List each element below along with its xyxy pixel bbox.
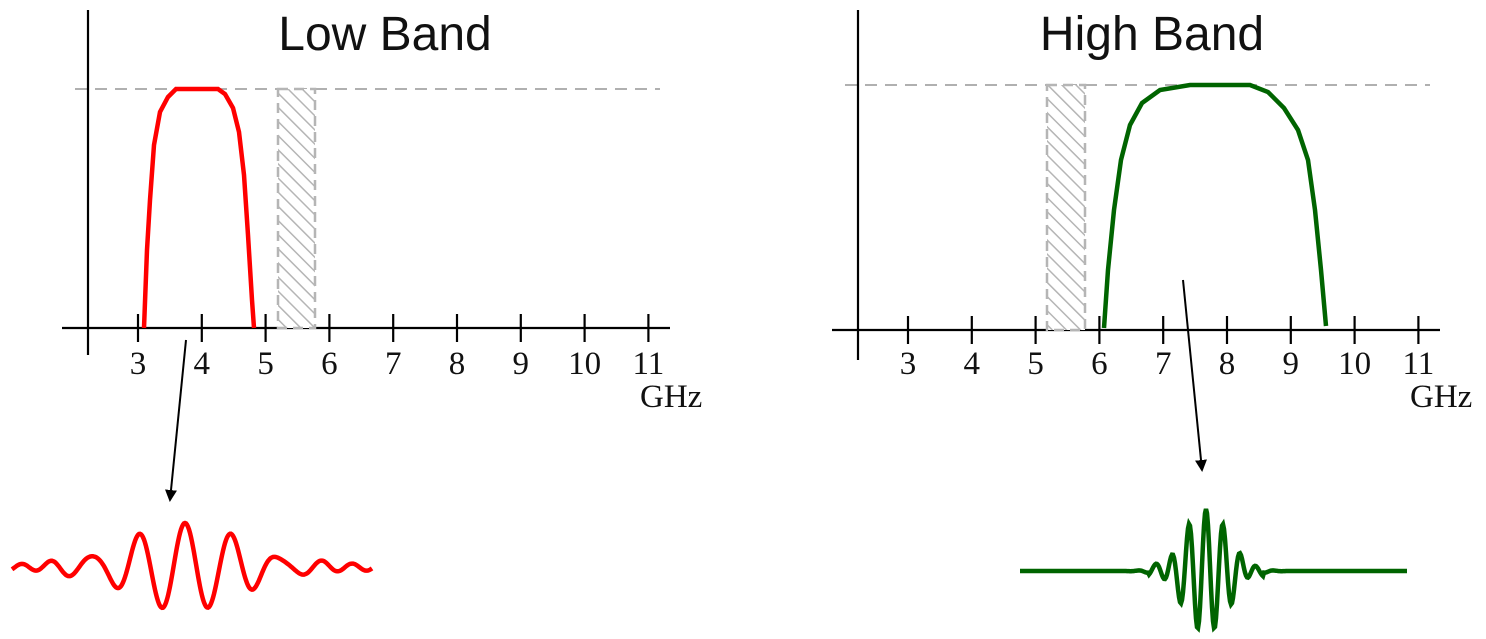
high-band-tick-label-7: 7 <box>1155 346 1172 382</box>
low-band-tick-label-11: 11 <box>633 346 665 382</box>
low-band-ticks <box>136 314 650 342</box>
low-band-tick-label-6: 6 <box>321 346 338 382</box>
high-band-tick-label-4: 4 <box>964 346 981 382</box>
low-band-arrow <box>165 339 187 502</box>
high-band-unit-label: GHz <box>1410 379 1472 415</box>
high-band-tick-label-8: 8 <box>1219 346 1236 382</box>
high-band-tick-label-11: 11 <box>1403 346 1435 382</box>
high-band-tick-label-10: 10 <box>1338 346 1371 382</box>
low-band-tick-label-8: 8 <box>449 346 466 382</box>
low-band-notch-region <box>276 87 317 330</box>
low-band-tick-label-9: 9 <box>513 346 530 382</box>
low-band-tick-labels: 3 4 5 6 7 8 9 10 11 <box>130 346 665 382</box>
low-band-tick-label-4: 4 <box>194 346 211 382</box>
low-band-tick-label-10: 10 <box>568 346 601 382</box>
high-band-arrow <box>1182 279 1207 472</box>
high-band-spectrum-curve <box>1101 82 1329 329</box>
high-band-panel: High Band 3 4 5 6 7 8 9 10 11 GHz <box>832 8 1472 633</box>
high-band-tick-label-6: 6 <box>1091 346 1108 382</box>
high-band-title: High Band <box>1040 8 1264 61</box>
high-band-pulse-waveform <box>1020 508 1407 633</box>
high-band-tick-labels: 3 4 5 6 7 8 9 10 11 <box>900 346 1435 382</box>
low-band-tick-label-3: 3 <box>130 346 147 382</box>
high-band-tick-label-9: 9 <box>1283 346 1300 382</box>
low-band-spectrum-curve <box>141 86 257 329</box>
low-band-panel: Low Band 3 4 5 6 7 8 9 10 11 GHz <box>10 8 702 611</box>
low-band-title: Low Band <box>278 8 492 61</box>
high-band-notch-region <box>1045 83 1087 332</box>
low-band-unit-label: GHz <box>640 379 702 415</box>
low-band-tick-label-7: 7 <box>385 346 402 382</box>
low-band-tick-label-5: 5 <box>257 346 274 382</box>
high-band-tick-label-5: 5 <box>1027 346 1044 382</box>
high-band-tick-label-3: 3 <box>900 346 917 382</box>
low-band-pulse-waveform <box>10 520 374 611</box>
high-band-ticks <box>906 316 1420 344</box>
